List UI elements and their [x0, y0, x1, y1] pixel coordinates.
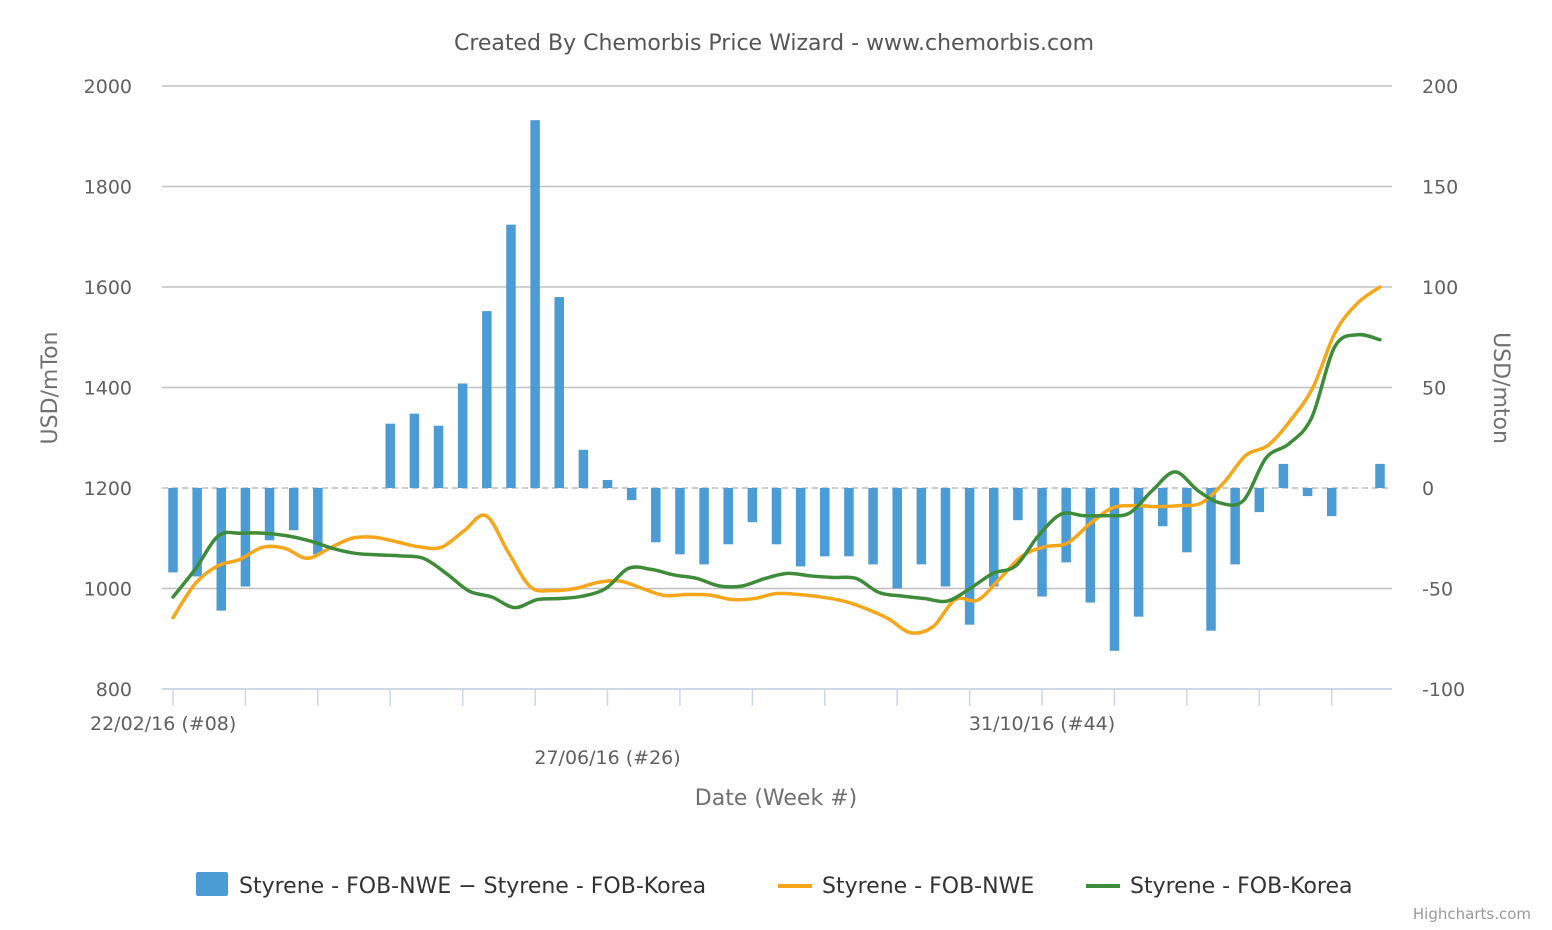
y-tick-right: 100: [1422, 277, 1458, 299]
y-axis-right: -100 -50 0 50 100 150 200: [1422, 76, 1465, 701]
bar: [940, 488, 951, 587]
y-tick-right: 200: [1422, 76, 1458, 98]
y-tick-right: -50: [1422, 579, 1453, 601]
bar: [168, 488, 178, 573]
bar: [216, 488, 227, 611]
line-fob-nwe: [171, 285, 1382, 635]
bar: [433, 425, 444, 488]
bar: [1254, 488, 1265, 513]
bar: [313, 488, 323, 555]
bar: [1230, 488, 1240, 565]
bar: [264, 488, 275, 541]
bar: [1085, 488, 1096, 603]
bar: [457, 383, 468, 488]
bar: [1302, 488, 1313, 497]
y-tick-left: 800: [96, 679, 132, 701]
bar: [916, 488, 927, 565]
bar: [1206, 488, 1216, 631]
y-tick-left: 1400: [84, 378, 132, 400]
bar: [554, 297, 564, 488]
y-tick-left: 1000: [84, 579, 132, 601]
bar: [288, 488, 299, 531]
legend-label-nwe: Styrene - FOB-NWE: [822, 874, 1034, 899]
line-fob-korea: [171, 332, 1382, 610]
legend-swatch-bar: [196, 872, 228, 896]
y-axis-right-title: USD/mton: [1488, 332, 1513, 444]
bar: [385, 423, 396, 488]
bar: [795, 488, 806, 567]
bar: [240, 488, 251, 587]
bar: [1182, 488, 1192, 553]
bar: [192, 488, 202, 577]
bar: [1013, 488, 1023, 521]
bar-series: [168, 120, 1385, 651]
bar: [868, 488, 878, 565]
x-axis-title: Date (Week #): [695, 786, 857, 811]
y-tick-right: 150: [1422, 177, 1458, 199]
bar: [482, 311, 492, 488]
legend-item-nwe[interactable]: Styrene - FOB-NWE: [778, 874, 1034, 899]
legend-label-korea: Styrene - FOB-Korea: [1130, 874, 1352, 899]
y-axis-left: 800 1000 1200 1400 1600 1800 2000: [84, 76, 132, 701]
bar: [1133, 488, 1144, 617]
bar: [723, 488, 733, 545]
y-tick-right: 50: [1422, 378, 1446, 400]
y-tick-left: 1600: [84, 277, 132, 299]
bar: [892, 488, 902, 589]
bar: [602, 479, 613, 488]
bar: [1278, 463, 1289, 488]
bar: [820, 488, 830, 557]
bar: [651, 488, 661, 543]
bar: [409, 413, 420, 488]
bar: [699, 488, 709, 565]
x-tick-label: 31/10/16 (#44): [969, 713, 1115, 735]
bar: [747, 488, 758, 523]
bar: [989, 488, 999, 587]
chart-title: Created By Chemorbis Price Wizard - www.…: [454, 31, 1094, 56]
x-tick-label: 27/06/16 (#26): [534, 747, 680, 769]
bar: [626, 488, 637, 501]
y-tick-right: 0: [1422, 478, 1434, 500]
bar: [771, 488, 782, 545]
bar: [530, 120, 540, 489]
bar: [844, 488, 854, 557]
bar: [1061, 488, 1071, 563]
legend-item-spread[interactable]: Styrene - FOB-NWE − Styrene - FOB-Korea: [196, 872, 706, 899]
y-tick-left: 2000: [84, 76, 132, 98]
bar: [1037, 488, 1047, 597]
bar: [675, 488, 685, 555]
bar: [1326, 488, 1337, 517]
credit-link[interactable]: Highcharts.com: [1413, 905, 1531, 923]
legend-label-spread: Styrene - FOB-NWE − Styrene - FOB-Korea: [239, 874, 706, 899]
y-tick-left: 1800: [84, 177, 132, 199]
x-tick-label: 22/02/16 (#08): [90, 713, 236, 735]
legend: Styrene - FOB-NWE − Styrene - FOB-Korea …: [196, 872, 1352, 899]
x-axis: 22/02/16 (#08) 27/06/16 (#26) 31/10/16 (#4…: [90, 688, 1392, 769]
bar: [578, 449, 589, 488]
y-tick-right: -100: [1422, 679, 1465, 701]
bar: [1109, 488, 1120, 651]
line-series: [171, 285, 1382, 635]
y-tick-left: 1200: [84, 478, 132, 500]
bar: [964, 488, 975, 625]
bar: [1375, 463, 1385, 488]
bar: [506, 224, 516, 488]
legend-item-korea[interactable]: Styrene - FOB-Korea: [1086, 874, 1352, 899]
y-axis-left-title: USD/mTon: [38, 332, 63, 445]
